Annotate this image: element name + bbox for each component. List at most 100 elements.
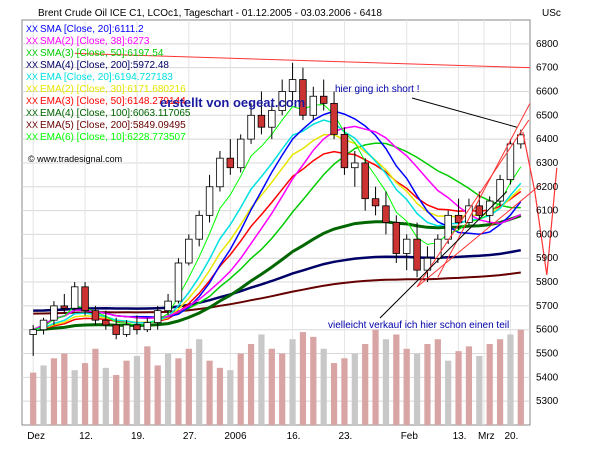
annotation-short: hier ging ich short ! (335, 84, 420, 95)
volume-bar (123, 360, 130, 425)
legend-marker: XX (26, 48, 38, 58)
volume-bar (310, 336, 317, 425)
legend-entry: EMA(4) [Close, 100]:6063.117065 (40, 108, 191, 119)
candle-body (133, 324, 141, 331)
candle-body (247, 114, 255, 140)
volume-bar (413, 353, 421, 425)
legend-marker: XX (26, 96, 38, 106)
candle-body (454, 214, 463, 223)
volume-bar (268, 348, 275, 425)
volume-bar (144, 346, 151, 425)
volume-bars (30, 329, 524, 425)
candle-body (50, 305, 58, 321)
volume-bar (351, 353, 358, 425)
volume-bar (247, 344, 255, 425)
y-tick-label: 6200 (536, 182, 559, 193)
candle-body (164, 300, 172, 312)
legend-entry: EMA [Close, 20]:6194.727183 (40, 72, 173, 83)
candle-body (236, 138, 245, 169)
candle-body (309, 95, 318, 116)
candle-body (444, 214, 452, 240)
legend-marker: XX (26, 132, 38, 142)
annotations (74, 52, 558, 319)
volume-bar (61, 353, 68, 425)
candle-body (122, 324, 131, 335)
y-tick-label: 5800 (536, 277, 559, 288)
legend-marker: XX (26, 36, 38, 46)
candle-body (299, 79, 307, 116)
volume-bar (507, 334, 514, 425)
candle-body (112, 324, 120, 335)
legend: XX SMA [Close, 20]:6111.2XX SMA(2) [Close,… (26, 24, 191, 143)
volume-bar (465, 346, 473, 425)
channel-upper-line (416, 119, 530, 288)
volume-bar (382, 339, 390, 425)
volume-bar (476, 355, 483, 425)
x-tick-label: 16. (287, 431, 301, 442)
legend-entry: SMA(3) [Close, 50]:6197.54 (40, 48, 164, 59)
volume-bar (258, 334, 265, 425)
volume-bar (486, 344, 493, 425)
y-tick-label: 6600 (536, 86, 559, 97)
legend-entry: SMA(4) [Close, 200]:5972.48 (40, 60, 169, 71)
x-tick-label: Dez (27, 431, 45, 442)
candle-body (205, 186, 214, 216)
y-tick-label: 5900 (536, 253, 559, 264)
x-tick-label: 2006 (224, 431, 247, 442)
y-tick-label: 5600 (536, 325, 559, 336)
volume-bar (455, 351, 462, 425)
candle-body (91, 310, 100, 321)
x-tick-label: 23. (338, 431, 352, 442)
legend-entry: SMA [Close, 20]:6111.2 (40, 24, 144, 35)
volume-bar (81, 363, 89, 425)
sma38-line (32, 125, 522, 331)
y-tick-label: 6300 (536, 158, 559, 169)
legend-marker: XX (26, 60, 38, 70)
volume-bar (30, 372, 37, 425)
volume-bar (372, 329, 379, 425)
projection-path (522, 131, 558, 275)
volume-bar (341, 358, 348, 425)
volume-bar (175, 358, 182, 425)
candle-body (371, 198, 380, 207)
volume-bar (517, 329, 524, 425)
volume-bar (362, 344, 369, 425)
candle-body (257, 114, 266, 128)
volume-bar (113, 374, 120, 425)
candle-body (319, 95, 328, 104)
copyright: © www.tradesignal.com (28, 154, 122, 164)
y-tick-label: 6500 (536, 110, 559, 121)
volume-bar (196, 339, 203, 425)
candle-body (382, 205, 390, 223)
volume-bar (330, 363, 338, 425)
volume-bar (133, 355, 141, 425)
candles (29, 62, 525, 356)
watermark: erstellt von oegeat.com (160, 95, 305, 110)
y-tick-label: 6100 (536, 206, 559, 217)
volume-bar (403, 348, 410, 425)
currency-label: USc (542, 8, 561, 19)
candle-body (392, 222, 401, 254)
candle-body (361, 162, 369, 200)
volume-bar (40, 365, 47, 425)
volume-bar (154, 365, 161, 425)
candle-body (330, 102, 338, 135)
x-tick-label: 27. (183, 431, 197, 442)
y-tick-label: 6800 (536, 39, 559, 50)
ema20-line (33, 119, 522, 331)
legend-marker: XX (26, 108, 38, 118)
candle-body (174, 262, 183, 302)
x-tick-label: 19. (131, 431, 145, 442)
candle-body (413, 238, 421, 271)
channel-outer-line (437, 103, 531, 278)
y-tick-label: 5700 (536, 301, 559, 312)
volume-bar (185, 348, 192, 425)
legend-entry: EMA(3) [Close, 50]:6148.279144 (40, 96, 186, 107)
candle-body (288, 79, 297, 92)
volume-bar (237, 353, 244, 425)
candle-body (268, 110, 276, 128)
volume-bar (320, 348, 327, 425)
candle-body (475, 205, 484, 216)
candle-body (195, 214, 203, 240)
